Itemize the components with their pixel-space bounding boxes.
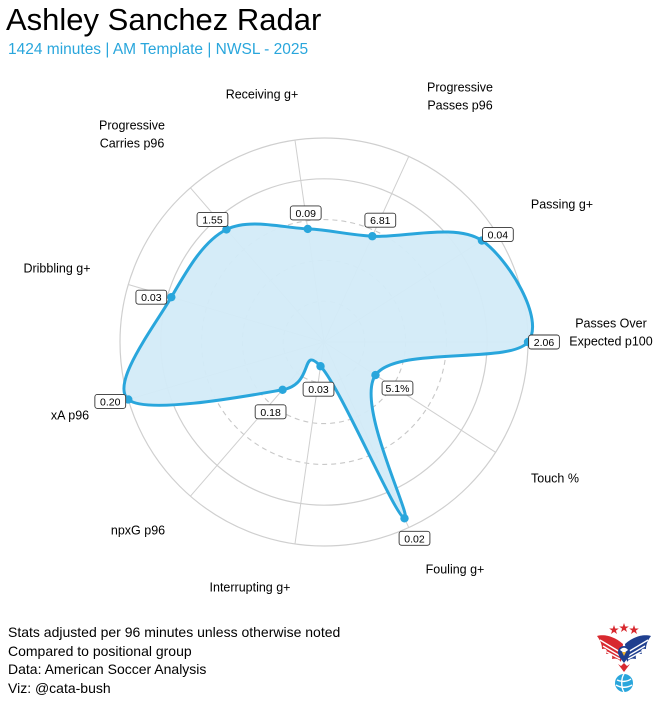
radar-point — [303, 224, 312, 234]
axis-label: Progressive — [99, 119, 165, 133]
chart-subtitle: 1424 minutes | AM Template | NWSL - 2025 — [8, 41, 309, 58]
star-icon — [629, 625, 639, 634]
footer-line: Compared to positional group — [8, 642, 192, 659]
star-icon — [609, 625, 619, 634]
svg-text:0.04: 0.04 — [488, 230, 509, 242]
axis-label: Expected p100 — [569, 335, 652, 349]
svg-text:1.55: 1.55 — [202, 214, 223, 226]
axis-label: npxG p96 — [111, 524, 165, 538]
radar-point — [124, 395, 133, 404]
value-label: 0.03 — [302, 381, 335, 397]
axis-label: Progressive — [427, 81, 493, 95]
radar-point — [167, 292, 176, 302]
value-label: 0.04 — [482, 227, 514, 242]
eagle-tail-icon — [618, 663, 630, 672]
value-label: 0.18 — [254, 404, 287, 420]
axis-label: Receiving g+ — [226, 88, 299, 102]
axis-label: Passes Over — [575, 317, 647, 331]
svg-text:5.1%: 5.1% — [386, 383, 410, 395]
svg-text:0.20: 0.20 — [100, 396, 121, 408]
radar-point — [400, 514, 409, 523]
footer-line: Viz: @cata-bush — [8, 679, 111, 696]
radar-point — [316, 362, 325, 371]
eagle-soccer-logo-icon — [597, 623, 651, 693]
svg-text:0.18: 0.18 — [260, 407, 281, 419]
footer-line: Data: American Soccer Analysis — [8, 661, 207, 677]
axis-label: Carries p96 — [100, 137, 165, 151]
chart-title: Ashley Sanchez Radar — [6, 2, 322, 37]
svg-text:0.09: 0.09 — [296, 208, 317, 220]
radar-point — [368, 232, 377, 241]
value-label: 1.55 — [196, 212, 229, 227]
value-label: 5.1% — [381, 380, 414, 396]
radar-point — [371, 370, 380, 380]
left-wing-stripes-icon — [599, 639, 621, 660]
radar-point — [278, 385, 287, 394]
axis-label: Dribbling g+ — [23, 262, 90, 276]
radar-spoke — [294, 341, 325, 544]
axis-label: xA p96 — [51, 409, 89, 423]
soccer-ball-icon — [615, 674, 633, 692]
svg-text:2.06: 2.06 — [534, 337, 555, 349]
svg-text:0.03: 0.03 — [308, 384, 329, 396]
footer-notes: Stats adjusted per 96 minutes unless oth… — [8, 623, 340, 697]
svg-text:0.02: 0.02 — [404, 533, 425, 545]
radar-area — [123, 223, 533, 519]
value-label: 0.03 — [135, 289, 168, 305]
svg-text:6.81: 6.81 — [370, 215, 391, 227]
value-label: 0.02 — [398, 530, 431, 546]
value-label: 0.09 — [289, 205, 322, 221]
svg-text:0.03: 0.03 — [141, 292, 162, 304]
axis-label: Touch % — [531, 472, 579, 486]
radar-point — [222, 225, 231, 234]
axis-label: Passes p96 — [427, 99, 492, 113]
axis-label: Passing g+ — [531, 198, 593, 212]
value-label: 0.20 — [94, 394, 127, 409]
value-label: 2.06 — [528, 334, 560, 350]
axis-label: Fouling g+ — [426, 563, 485, 577]
value-label: 6.81 — [364, 212, 397, 228]
axis-label: Interrupting g+ — [210, 581, 291, 595]
footer-line: Stats adjusted per 96 minutes unless oth… — [8, 624, 341, 640]
star-icon — [619, 623, 629, 632]
right-wing-stripes-icon — [627, 639, 649, 660]
